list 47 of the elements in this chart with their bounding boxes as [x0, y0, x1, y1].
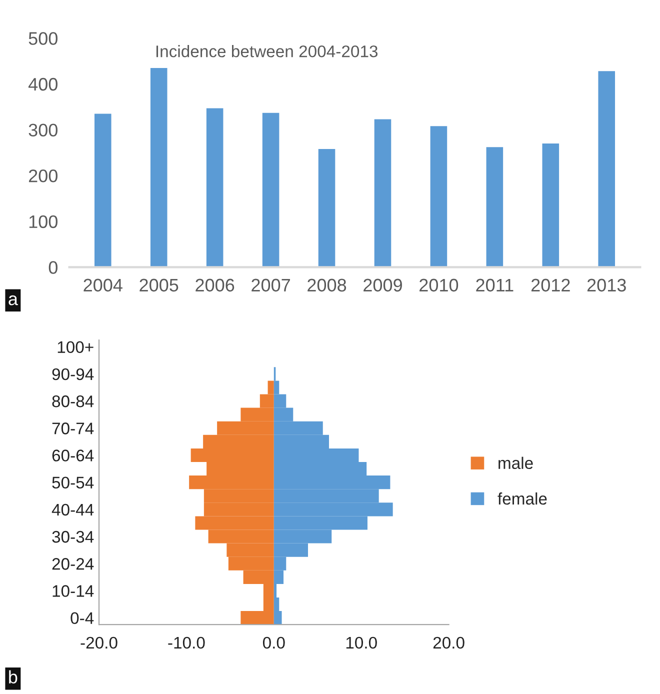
x-tick-label: 2010: [420, 278, 458, 292]
bar: [598, 71, 616, 268]
y-tick-label: 80-84: [52, 395, 94, 408]
bar: [542, 144, 560, 268]
y-tick-label: 100+: [58, 341, 94, 354]
x-tick-label: 2006: [196, 278, 234, 292]
y-tick-label: 50-54: [52, 476, 94, 489]
x-tick-label: 2008: [308, 278, 346, 292]
y-tick-label: 30-34: [52, 530, 94, 543]
y-tick-label: 90-94: [52, 368, 94, 380]
bar: [430, 126, 448, 268]
x-tick-label: 20.0: [433, 636, 464, 649]
y-tick-label: 20-24: [52, 558, 94, 570]
y-tick-label: 10-14: [52, 585, 94, 597]
x-tick-label: 2011: [476, 278, 514, 292]
text: b: [9, 670, 18, 684]
x-tick-label: 2005: [140, 278, 178, 292]
x-tick-label: 0.0: [262, 636, 285, 649]
bar: [262, 112, 280, 268]
y-tick-label: 0: [48, 261, 58, 274]
y-tick-label: 300: [28, 124, 58, 136]
text: a: [8, 295, 18, 306]
legend-label: female: [498, 492, 547, 505]
x-tick-label: -10.0: [168, 636, 205, 649]
bar: [150, 68, 168, 268]
x-tick-label: 2007: [252, 278, 290, 292]
bar: [486, 147, 504, 268]
y-tick-label: 500: [28, 32, 58, 45]
y-tick-label: 0-4: [70, 612, 94, 624]
x-tick-label: 2009: [364, 278, 402, 292]
chart-title: Incidence between 2004-2013: [156, 45, 378, 58]
x-tick-label: 2004: [84, 278, 122, 292]
bar: [206, 108, 224, 268]
x-tick-label: -20.0: [80, 636, 118, 649]
bar: [318, 149, 336, 268]
bar: [94, 114, 112, 268]
y-tick-label: 400: [28, 78, 58, 91]
y-tick-label: 100: [29, 215, 58, 228]
x-tick-label: 10.0: [346, 636, 377, 649]
bar: [374, 119, 392, 268]
y-tick-label: 40-44: [52, 504, 94, 516]
legend-label: male: [498, 456, 533, 470]
x-tick-label: 2012: [531, 278, 570, 292]
x-tick-label: 2013: [587, 278, 626, 292]
y-tick-label: 60-64: [52, 450, 94, 462]
y-tick-label: 70-74: [52, 422, 94, 434]
y-tick-label: 200: [28, 170, 58, 182]
